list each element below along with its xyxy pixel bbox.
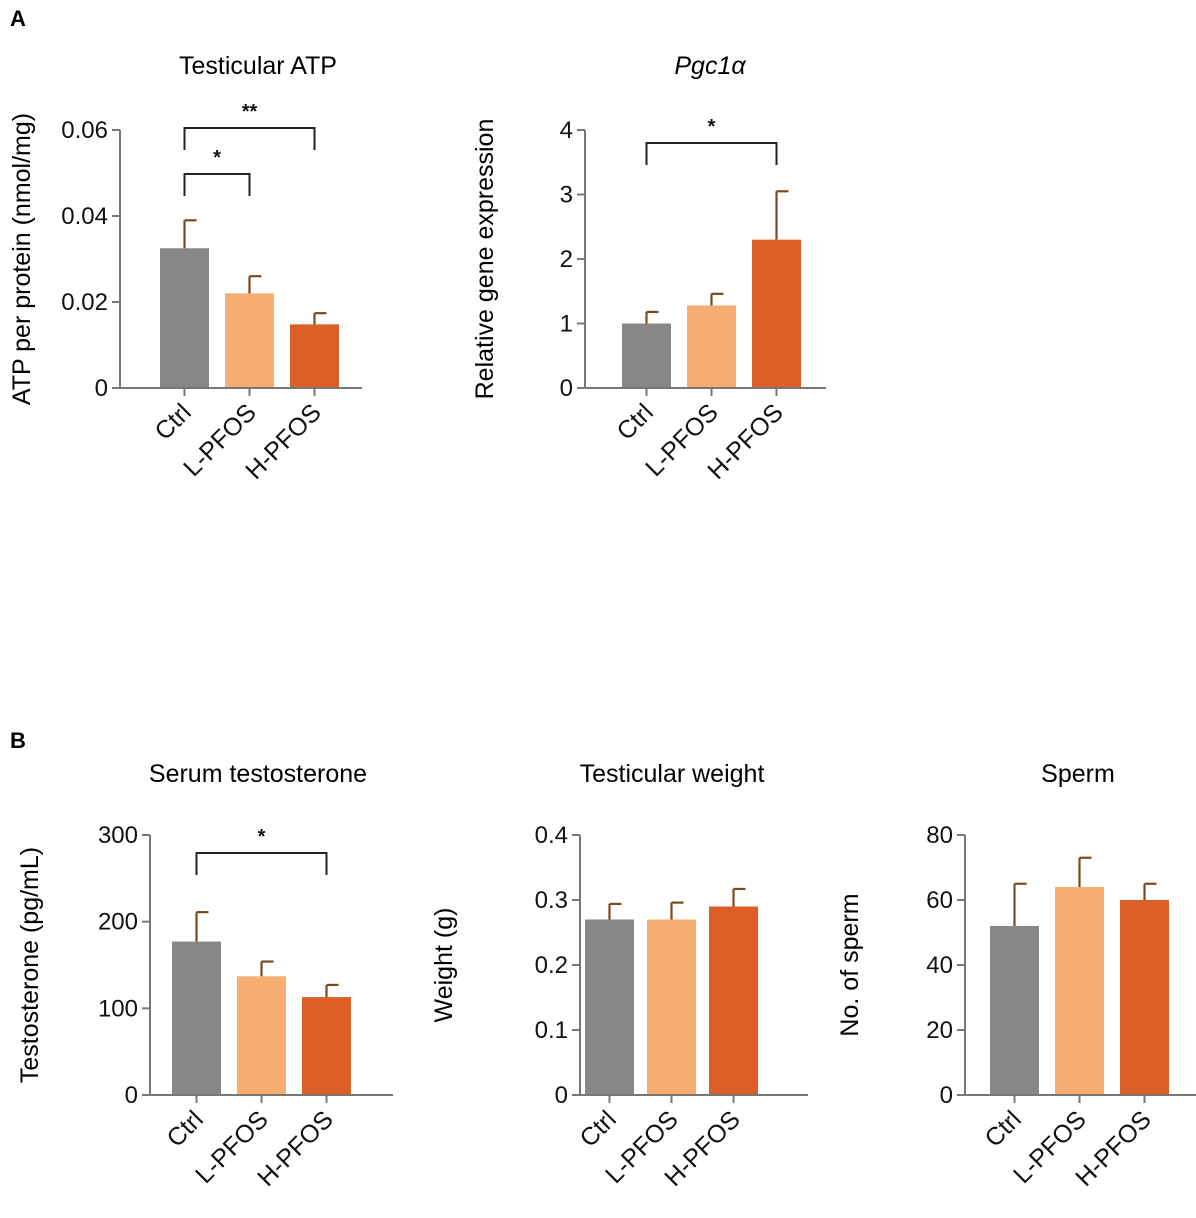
y-axis-label: Relative gene expression xyxy=(471,119,499,400)
chart-title: Testicular weight xyxy=(580,760,765,788)
bar-l-pfos xyxy=(687,305,736,388)
y-tick-label: 0.4 xyxy=(535,822,568,849)
bar-h-pfos xyxy=(302,997,351,1095)
y-axis-label: Testosterone (pg/mL) xyxy=(16,847,44,1083)
significance-label: * xyxy=(708,116,716,138)
significance-label: * xyxy=(213,147,221,169)
y-axis-label: ATP per protein (nmol/mg) xyxy=(8,113,36,405)
y-tick-label: 0 xyxy=(555,1082,568,1109)
bar-ctrl xyxy=(990,926,1039,1095)
x-tick-label: Ctrl xyxy=(161,1105,208,1152)
x-tick-label: Ctrl xyxy=(149,398,196,445)
y-tick-label: 1 xyxy=(560,311,573,338)
chart-1: Testicular ATP ATP per protein (nmol/mg) 0… xyxy=(8,52,362,485)
chart-4: Testicular weight Weight (g) 0 0.1 0.2 0.3 0.4… xyxy=(430,760,808,1192)
significance-bracket xyxy=(183,173,251,196)
y-tick-label: 300 xyxy=(98,822,138,849)
y-tick-label: 0.3 xyxy=(535,887,568,914)
y-tick-label: 3 xyxy=(560,182,573,209)
y-tick-label: 2 xyxy=(560,246,573,273)
y-tick-label: 0.1 xyxy=(535,1017,568,1044)
panel-label-b: B xyxy=(10,728,26,753)
y-tick-label: 0 xyxy=(560,375,573,402)
y-tick-label: 4 xyxy=(560,117,573,144)
chart-title: Pgc1α xyxy=(674,52,746,80)
significance-bracket xyxy=(195,852,328,875)
chart-title: Serum testosterone xyxy=(149,760,367,788)
bar-h-pfos xyxy=(1120,900,1169,1095)
bar-ctrl xyxy=(622,323,671,388)
y-tick-label: 0.06 xyxy=(61,117,108,144)
x-tick-label: Ctrl xyxy=(979,1105,1026,1152)
y-tick-label: 0 xyxy=(125,1082,138,1109)
significance-bracket xyxy=(183,127,316,150)
x-tick-label: Ctrl xyxy=(574,1105,621,1152)
chart-3: Serum testosterone Testosterone (pg/mL) 0 1… xyxy=(16,760,393,1192)
y-tick-label: 0.04 xyxy=(61,203,108,230)
bar-h-pfos xyxy=(709,906,758,1095)
y-tick-label: 0 xyxy=(940,1082,953,1109)
y-tick-label: 20 xyxy=(926,1017,953,1044)
significance-label: * xyxy=(258,826,266,848)
chart-title: Testicular ATP xyxy=(179,52,337,80)
panel-label-a: A xyxy=(10,6,26,31)
bar-ctrl xyxy=(172,941,221,1095)
chart-title: Sperm xyxy=(1041,760,1115,788)
bar-ctrl xyxy=(160,248,209,388)
bar-l-pfos xyxy=(647,919,696,1095)
y-tick-label: 200 xyxy=(98,909,138,936)
y-axis-label: Weight (g) xyxy=(430,908,458,1023)
y-tick-label: 80 xyxy=(926,822,953,849)
bar-l-pfos xyxy=(225,293,274,388)
y-tick-label: 0.2 xyxy=(535,952,568,979)
bar-l-pfos xyxy=(1055,887,1104,1095)
bar-ctrl xyxy=(585,919,634,1095)
significance-label: ** xyxy=(242,101,258,123)
y-tick-label: 0.02 xyxy=(61,289,108,316)
charts-group: Testicular ATP ATP per protein (nmol/mg) 0… xyxy=(8,52,1196,1192)
significance-bracket xyxy=(645,142,778,165)
y-tick-label: 60 xyxy=(926,887,953,914)
bar-h-pfos xyxy=(290,324,339,388)
x-tick-label: Ctrl xyxy=(611,398,658,445)
bar-l-pfos xyxy=(237,976,286,1095)
y-tick-label: 0 xyxy=(95,375,108,402)
bar-h-pfos xyxy=(752,239,801,388)
y-axis-label: No. of sperm xyxy=(836,893,864,1036)
y-tick-label: 40 xyxy=(926,952,953,979)
y-tick-label: 100 xyxy=(98,995,138,1022)
